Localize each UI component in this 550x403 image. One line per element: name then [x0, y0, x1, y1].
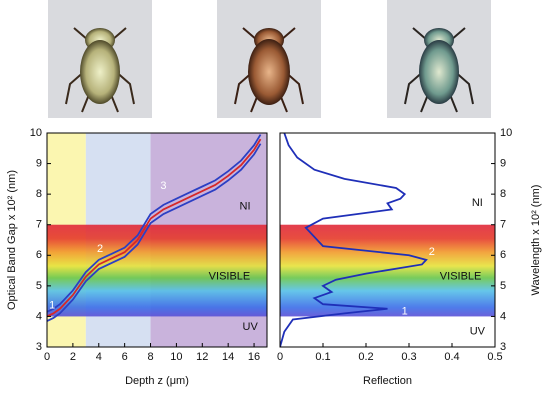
annotation: 2 — [429, 246, 435, 258]
photo — [387, 0, 491, 118]
y-tick-label: 6 — [500, 249, 506, 261]
y-tick-label: 8 — [36, 188, 42, 200]
annotation: 1 — [402, 306, 408, 318]
x-tick-label: 6 — [122, 351, 128, 363]
photo — [217, 0, 321, 118]
y-tick-label: 10 — [500, 127, 512, 139]
y-tick-label: 6 — [36, 249, 42, 261]
annotation: VISIBLE — [440, 271, 482, 283]
x-tick-label: 2 — [70, 351, 76, 363]
y-tick-label: 4 — [36, 310, 42, 322]
y-tick-label: 3 — [36, 341, 42, 353]
x-tick-label: 12 — [196, 351, 208, 363]
annotation: 3 — [399, 181, 405, 193]
y-tick-label: 5 — [500, 280, 506, 292]
x-axis-title: Reflection — [363, 375, 412, 387]
x-tick-label: 14 — [222, 351, 234, 363]
x-tick-label: 4 — [96, 351, 102, 363]
y-tick-label: 9 — [500, 157, 506, 169]
plot-area — [280, 133, 495, 347]
annotation: NI — [240, 200, 251, 212]
y-tick-label: 4 — [500, 310, 506, 322]
annotation: NI — [472, 197, 483, 209]
y-tick-label: 8 — [500, 188, 506, 200]
data-line — [47, 143, 262, 322]
annotation: 2 — [97, 243, 103, 255]
annotation: 1 — [49, 300, 55, 312]
x-tick-label: 8 — [147, 351, 153, 363]
x-tick-label: 0.1 — [315, 351, 330, 363]
annotation: UV — [243, 321, 259, 333]
photo — [48, 0, 152, 118]
data-line — [47, 134, 262, 313]
data-line — [280, 133, 428, 347]
x-tick-label: 0 — [277, 351, 283, 363]
x-axis-title: Depth z (μm) — [125, 375, 189, 387]
data-line — [47, 138, 262, 318]
spectrum-band — [47, 224, 267, 317]
x-tick-label: 0 — [44, 351, 50, 363]
plot-frame — [46, 132, 268, 348]
annotation: VISIBLE — [209, 271, 251, 283]
y-axis-title: Wavelength x 10² (nm) — [530, 185, 542, 296]
x-tick-label: 0.2 — [358, 351, 373, 363]
annotation: 3 — [160, 180, 166, 192]
y-tick-label: 7 — [500, 219, 506, 231]
y-tick-label: 7 — [36, 219, 42, 231]
x-tick-label: 0.4 — [444, 351, 459, 363]
x-tick-label: 16 — [248, 351, 260, 363]
y-tick-label: 10 — [30, 127, 42, 139]
y-tick-label: 3 — [500, 341, 506, 353]
y-tick-label: 5 — [36, 280, 42, 292]
y-tick-label: 9 — [36, 157, 42, 169]
plot-area — [47, 133, 267, 347]
plot-frame — [279, 132, 496, 348]
x-tick-label: 0.5 — [487, 351, 502, 363]
x-tick-label: 10 — [170, 351, 182, 363]
y-axis-title: Optical Band Gap x 10² (nm) — [6, 170, 18, 310]
x-tick-label: 0.3 — [401, 351, 416, 363]
annotation: UV — [470, 326, 486, 338]
